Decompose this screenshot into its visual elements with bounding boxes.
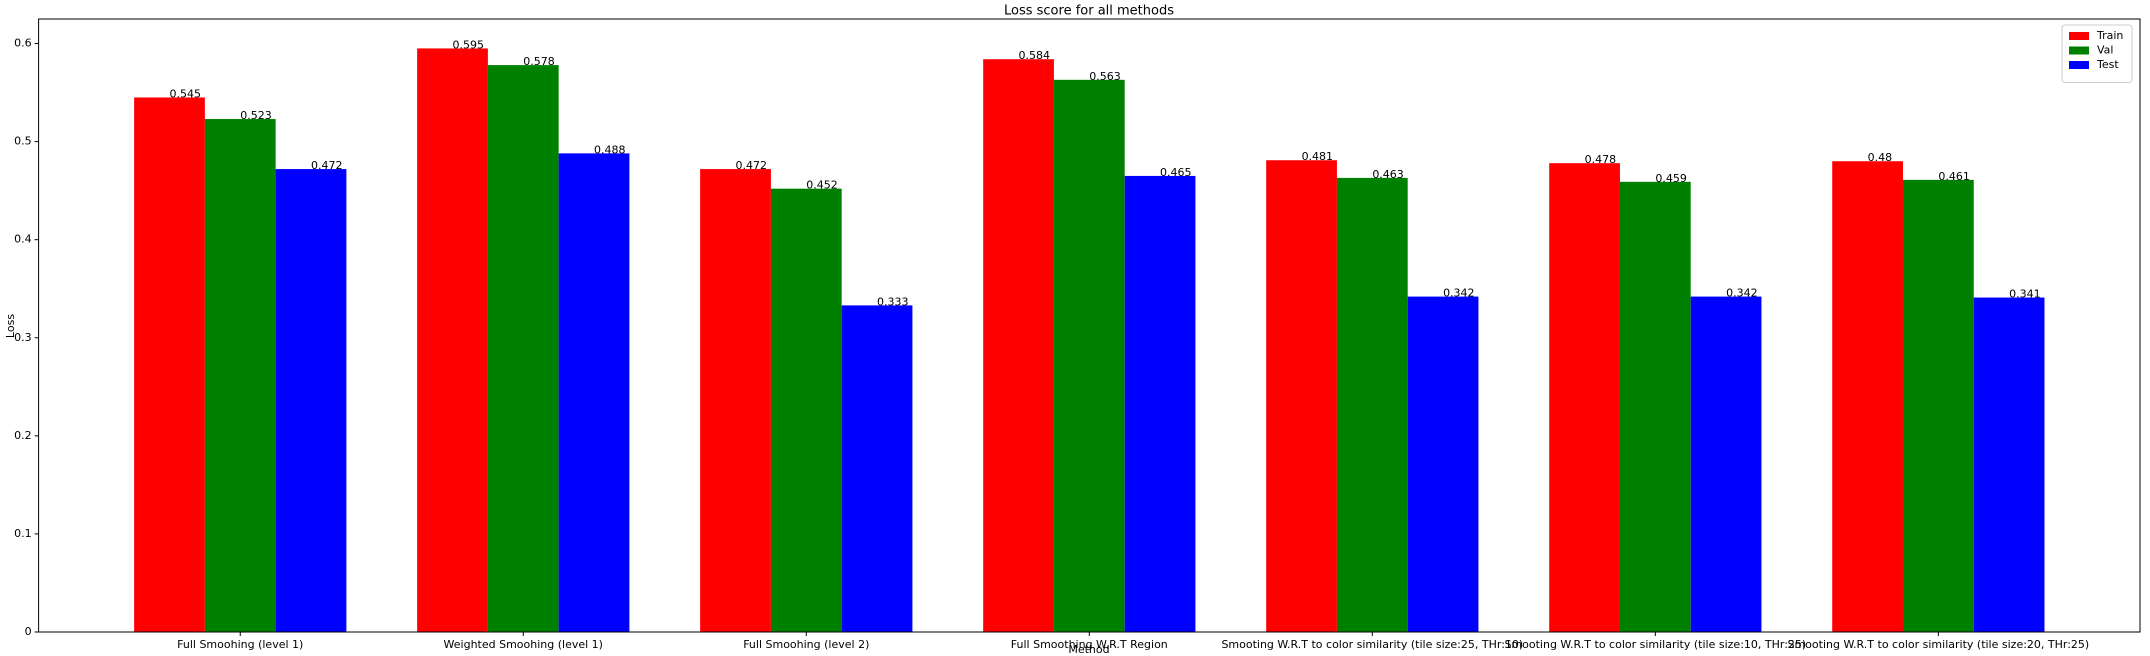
x-tick-label: Weighted Smoohing (level 1) [444, 638, 603, 651]
bar [134, 97, 205, 633]
y-axis-label: Loss [4, 314, 17, 338]
value-label: 0.465 [1160, 166, 1192, 179]
x-tick-label: Smooting W.R.T to color similarity (tile… [1221, 638, 1523, 651]
bar [1619, 181, 1691, 632]
value-label: 0.472 [736, 159, 768, 172]
bar [1902, 179, 1974, 632]
bar [841, 305, 913, 632]
value-label: 0.472 [311, 159, 343, 172]
value-label: 0.333 [877, 295, 909, 308]
plot-frame [38, 18, 2141, 633]
x-tick-label: Full Smoohing (level 1) [177, 638, 303, 651]
value-label: 0.578 [523, 55, 555, 68]
value-label: 0.342 [1726, 287, 1758, 300]
legend-label: Train [2096, 29, 2123, 42]
bar [1336, 177, 1408, 633]
value-label: 0.452 [806, 179, 838, 192]
legend-swatch [2069, 61, 2089, 69]
legend-swatch [2069, 32, 2089, 40]
y-tick-label: 0.6 [14, 37, 32, 50]
value-label: 0.488 [594, 143, 626, 156]
value-label: 0.341 [2009, 288, 2041, 301]
y-tick-label: 0 [25, 625, 32, 638]
legend-label: Test [2096, 58, 2119, 71]
value-label: 0.478 [1585, 153, 1617, 166]
x-tick-label: Smooting W.R.T to color similarity (tile… [1787, 638, 2089, 651]
y-tick-label: 0.4 [14, 233, 32, 246]
bar [1124, 175, 1196, 633]
value-label: 0.545 [169, 87, 201, 100]
y-tick-label: 0.3 [14, 331, 32, 344]
value-label: 0.48 [1868, 151, 1893, 164]
value-label: 0.595 [453, 38, 485, 51]
bar [487, 65, 559, 633]
bar [770, 188, 842, 632]
x-axis-label: Method [1068, 643, 1109, 656]
value-label: 0.461 [1938, 170, 1970, 183]
x-tick-label: Smooting W.R.T to color similarity (tile… [1504, 638, 1806, 651]
bar [204, 119, 276, 632]
bar [275, 169, 347, 633]
x-tick-label: Full Smoohing (level 2) [743, 638, 869, 651]
legend-label: Val [2097, 44, 2113, 57]
y-tick-label: 0.5 [14, 135, 32, 148]
x-tick-label: Full Smoothing W.R.T Region [1011, 638, 1168, 651]
bar [1832, 161, 1903, 632]
value-label: 0.584 [1019, 49, 1051, 62]
bar [1549, 163, 1620, 632]
bar [1973, 297, 2045, 632]
value-label: 0.342 [1443, 287, 1475, 300]
legend-swatch [2069, 46, 2089, 55]
bar [558, 153, 630, 632]
y-tick-label: 0.2 [14, 429, 32, 442]
y-tick-label: 0.1 [14, 527, 32, 540]
bar [1266, 160, 1337, 632]
value-label: 0.459 [1655, 172, 1687, 185]
chart-title: Loss score for all methods [1004, 4, 1174, 19]
value-label: 0.563 [1089, 70, 1121, 83]
value-label: 0.463 [1372, 168, 1404, 181]
bar [1053, 79, 1125, 633]
value-label: 0.523 [240, 109, 272, 122]
bar [983, 59, 1054, 633]
bar [1690, 296, 1762, 632]
bar [417, 48, 488, 632]
bar [700, 169, 771, 633]
value-label: 0.481 [1302, 150, 1334, 163]
bar [1407, 296, 1479, 632]
